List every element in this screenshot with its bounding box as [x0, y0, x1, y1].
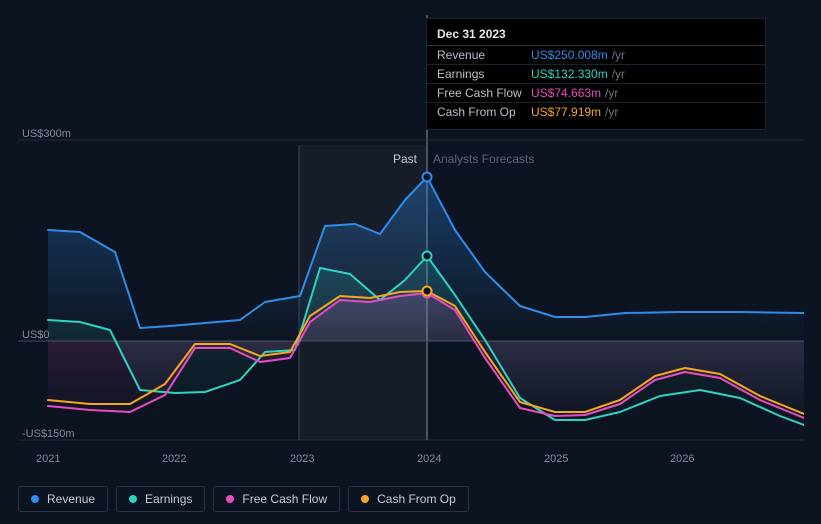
- x-axis-label: 2023: [290, 453, 314, 465]
- tooltip-metric-label: Free Cash Flow: [437, 86, 531, 100]
- legend-item-earnings[interactable]: Earnings: [116, 486, 205, 512]
- tooltip-unit: /yr: [612, 67, 625, 81]
- past-label: Past: [393, 152, 417, 166]
- tooltip-row: Free Cash FlowUS$74.663m/yr: [427, 84, 765, 103]
- legend-item-revenue[interactable]: Revenue: [18, 486, 108, 512]
- y-axis-label: -US$150m: [22, 428, 75, 440]
- legend-label: Cash From Op: [377, 492, 456, 506]
- y-axis-label: US$300m: [22, 128, 71, 140]
- legend-label: Free Cash Flow: [242, 492, 327, 506]
- x-axis-label: 2024: [417, 453, 441, 465]
- legend-label: Revenue: [47, 492, 95, 506]
- tooltip-row: Cash From OpUS$77.919m/yr: [427, 103, 765, 121]
- legend-dot-icon: [361, 495, 369, 503]
- tooltip-unit: /yr: [605, 105, 618, 119]
- tooltip-metric-value: US$132.330m: [531, 67, 608, 81]
- y-axis-label: US$0: [22, 329, 50, 341]
- x-axis-label: 2022: [162, 453, 186, 465]
- tooltip-metric-label: Revenue: [437, 48, 531, 62]
- x-axis-label: 2021: [36, 453, 60, 465]
- legend: Revenue Earnings Free Cash Flow Cash From O…: [18, 486, 469, 512]
- tooltip-unit: /yr: [612, 48, 625, 62]
- tooltip-date: Dec 31 2023: [427, 27, 765, 46]
- x-axis-label: 2025: [544, 453, 568, 465]
- legend-label: Earnings: [145, 492, 192, 506]
- future-label: Analysts Forecasts: [433, 152, 534, 166]
- legend-dot-icon: [226, 495, 234, 503]
- tooltip-metric-value: US$74.663m: [531, 86, 601, 100]
- tooltip-metric-label: Cash From Op: [437, 105, 531, 119]
- tooltip-metric-label: Earnings: [437, 67, 531, 81]
- data-tooltip: Dec 31 2023 RevenueUS$250.008m/yrEarning…: [426, 18, 766, 130]
- tooltip-unit: /yr: [605, 86, 618, 100]
- legend-dot-icon: [31, 495, 39, 503]
- tooltip-row: EarningsUS$132.330m/yr: [427, 65, 765, 84]
- tooltip-row: RevenueUS$250.008m/yr: [427, 46, 765, 65]
- tooltip-metric-value: US$250.008m: [531, 48, 608, 62]
- legend-dot-icon: [129, 495, 137, 503]
- x-axis-label: 2026: [670, 453, 694, 465]
- legend-item-fcf[interactable]: Free Cash Flow: [213, 486, 340, 512]
- legend-item-cfo[interactable]: Cash From Op: [348, 486, 469, 512]
- tooltip-metric-value: US$77.919m: [531, 105, 601, 119]
